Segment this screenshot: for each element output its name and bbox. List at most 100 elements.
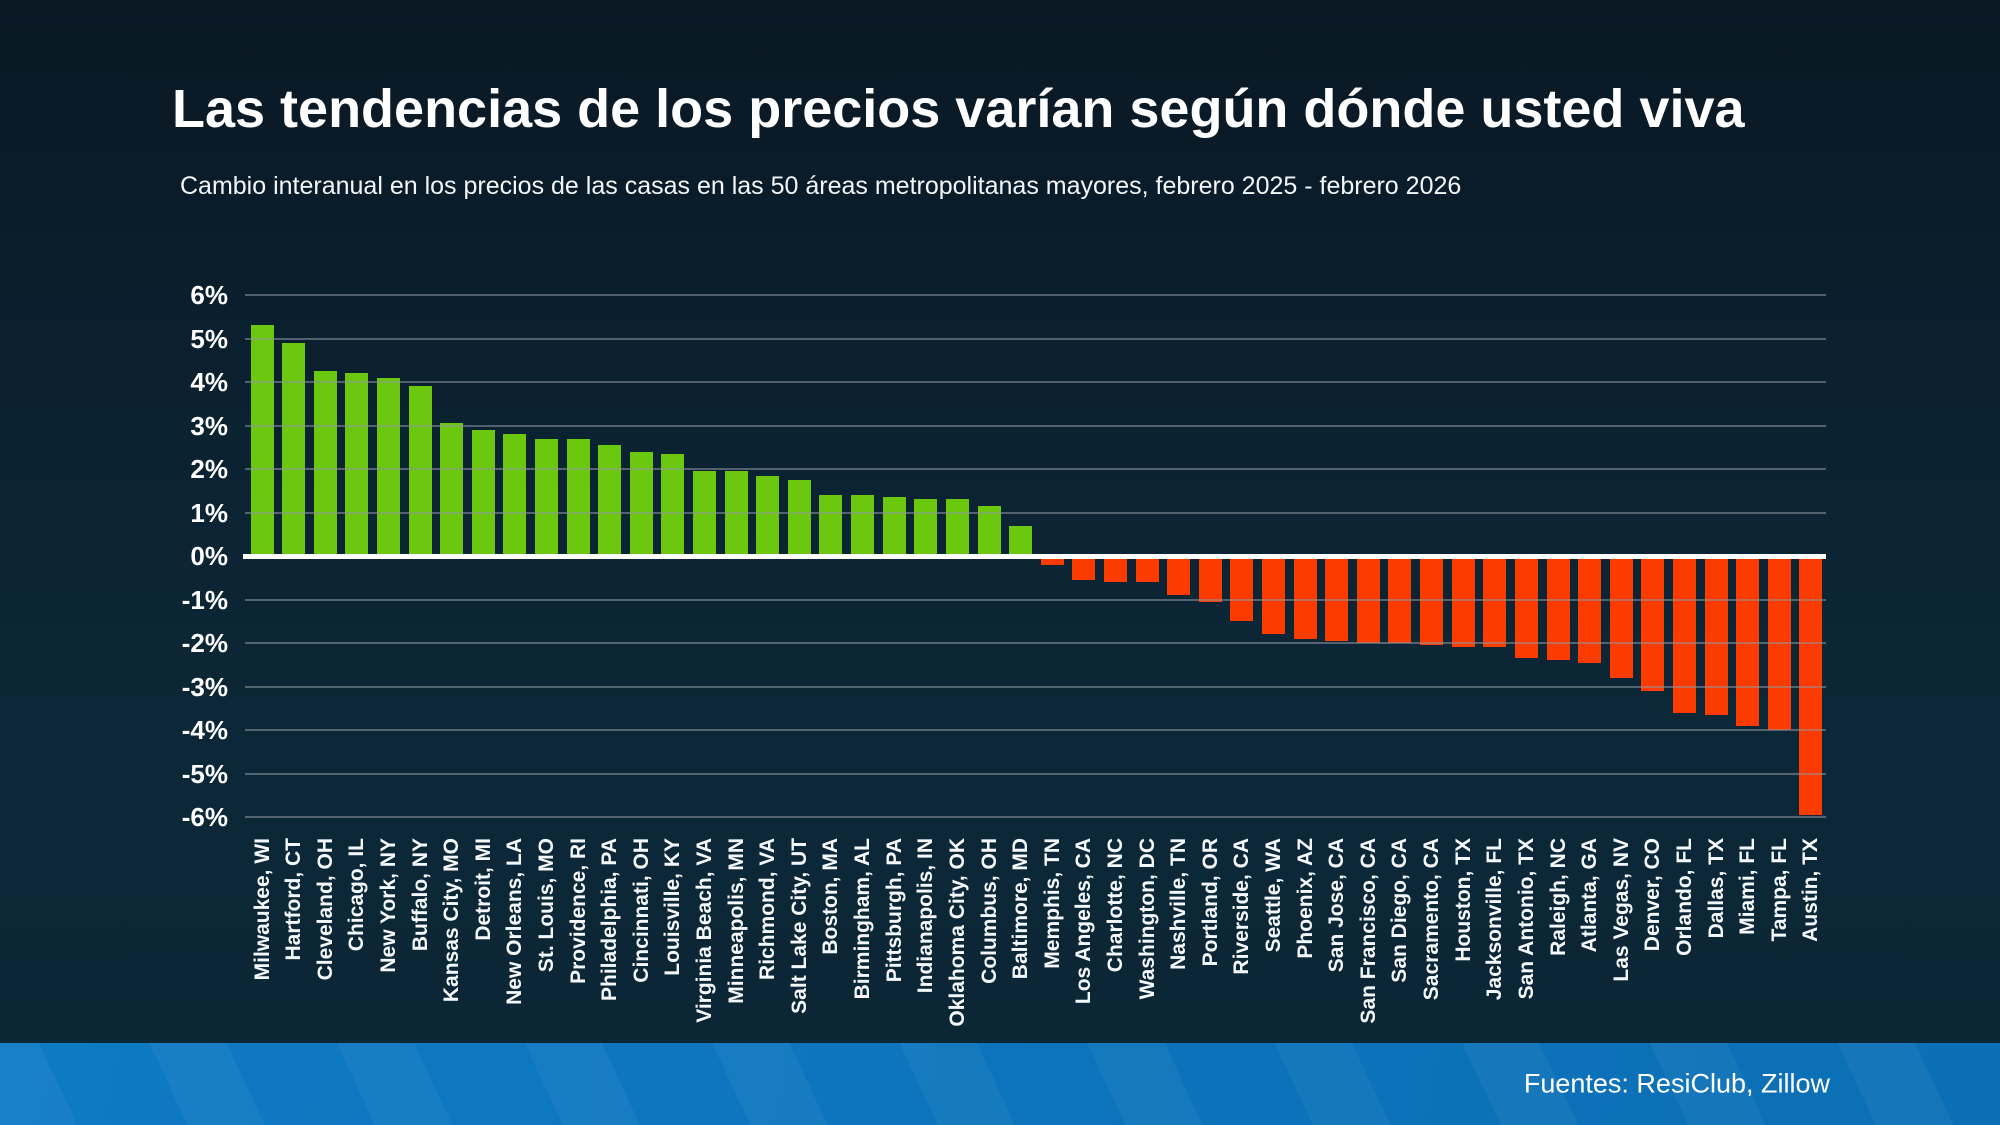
x-axis-category-label: San Francisco, CA	[1356, 838, 1380, 1024]
bar-chart-plot-area	[243, 294, 1826, 818]
bar	[1230, 556, 1254, 622]
y-axis-tick-label: 0%	[190, 541, 228, 571]
bar	[1578, 556, 1602, 663]
x-axis-category-label: Salt Lake City, UT	[787, 838, 811, 1014]
x-axis-category-label: Denver, CO	[1641, 838, 1665, 952]
bar	[1767, 556, 1791, 730]
footer-band: Fuentes: ResiClub, Zillow	[0, 1043, 2000, 1125]
x-axis-category-label: Portland, OR	[1198, 838, 1222, 967]
bar	[1672, 556, 1696, 713]
bar	[756, 475, 780, 556]
x-axis-category-label: New York, NY	[376, 838, 400, 973]
bar	[1609, 556, 1633, 678]
x-axis-category-label: Oklahoma City, OK	[945, 838, 969, 1027]
x-axis-category-label: Richmond, VA	[756, 838, 780, 980]
x-axis-category-label: Memphis, TN	[1040, 838, 1064, 969]
bar	[250, 325, 274, 556]
x-axis-category-label: Cleveland, OH	[313, 838, 337, 981]
bar	[1072, 556, 1096, 580]
x-axis-category-label: Raleigh, NC	[1546, 838, 1570, 956]
x-axis-category-label: San Jose, CA	[1325, 838, 1349, 973]
x-axis-category-label: New Orleans, LA	[503, 838, 527, 1005]
x-axis-category-label: Buffalo, NY	[408, 838, 432, 952]
bar	[376, 377, 400, 556]
bar	[282, 342, 306, 556]
y-axis-tick-label: -4%	[181, 715, 228, 745]
bar	[1546, 556, 1570, 661]
x-axis-category-label: Los Angeles, CA	[1072, 838, 1096, 1005]
bar	[503, 434, 527, 556]
bar	[977, 505, 1001, 556]
bar	[819, 495, 843, 556]
x-axis-category-label: Houston, TX	[1451, 838, 1475, 962]
bar	[408, 386, 432, 556]
x-axis-category-label: St. Louis, MO	[534, 838, 558, 973]
bar	[534, 438, 558, 556]
y-axis-tick-label: 2%	[190, 454, 228, 484]
bar	[598, 445, 622, 556]
x-axis-category-label: Seattle, WA	[1262, 838, 1286, 953]
zero-axis-line	[243, 554, 1826, 559]
x-axis-category-label: Hartford, CT	[282, 838, 306, 961]
bar	[1388, 556, 1412, 643]
bar	[345, 373, 369, 556]
bar	[1293, 556, 1317, 639]
x-axis-category-label: Cincinnati, OH	[629, 838, 653, 983]
source-attribution: Fuentes: ResiClub, Zillow	[1523, 1068, 1830, 1099]
x-axis-category-label: Phoenix, AZ	[1293, 838, 1317, 959]
bar	[1009, 525, 1033, 556]
x-axis-category-label: Virginia Beach, VA	[693, 838, 717, 1023]
x-axis-category-label: Austin, TX	[1799, 838, 1823, 942]
bar	[1641, 556, 1665, 691]
x-axis-category-label: Las Vegas, NV	[1609, 838, 1633, 982]
bar	[1514, 556, 1538, 659]
bar	[1799, 556, 1823, 815]
x-axis-category-label: Dallas, TX	[1704, 838, 1728, 939]
x-axis-category-label: Charlotte, NC	[1103, 838, 1127, 973]
x-axis-category-label: Providence, RI	[566, 838, 590, 984]
bar	[693, 471, 717, 556]
bar	[914, 499, 938, 556]
x-axis-category-label: Louisville, KY	[661, 838, 685, 976]
y-axis-tick-label: -6%	[181, 802, 228, 832]
bar	[1356, 556, 1380, 643]
bar	[629, 451, 653, 556]
bar	[566, 438, 590, 556]
bar	[1704, 556, 1728, 715]
bar	[1040, 556, 1064, 565]
bar	[1262, 556, 1286, 635]
x-axis-category-label: Philadelphia, PA	[598, 838, 622, 1001]
x-axis-category-label: Baltimore, MD	[1009, 838, 1033, 980]
y-axis-tick-label: 5%	[190, 323, 228, 354]
chart-title: Las tendencias de los precios varían seg…	[172, 79, 1745, 139]
bar	[1103, 556, 1127, 583]
bar	[1420, 556, 1444, 646]
x-axis-category-label: Tampa, FL	[1767, 838, 1791, 942]
x-axis-category-label: Milwaukee, WI	[250, 838, 274, 981]
x-axis-category-label: Riverside, CA	[1230, 838, 1254, 975]
y-axis-tick-label: 4%	[190, 367, 228, 397]
bar	[1167, 556, 1191, 596]
chart-subtitle: Cambio interanual en los precios de las …	[180, 172, 1462, 200]
x-axis-category-label: Washington, DC	[1135, 838, 1159, 1000]
x-axis-category-label: Kansas City, MO	[440, 838, 464, 1003]
x-axis-category-label: Indianapolis, IN	[914, 838, 938, 994]
bar	[1736, 556, 1760, 726]
bar	[1483, 556, 1507, 648]
x-axis-category-label: Columbus, OH	[977, 838, 1001, 984]
x-axis-category-label: Detroit, MI	[471, 838, 495, 941]
y-axis-tick-label: -2%	[181, 628, 228, 658]
bar	[313, 371, 337, 556]
bars-layer	[245, 295, 1826, 817]
y-axis-tick-label: -3%	[181, 671, 228, 702]
x-axis-category-label: Jacksonville, FL	[1483, 838, 1507, 1001]
bar	[724, 471, 748, 556]
bar	[1451, 556, 1475, 648]
y-axis-tick-label: -5%	[181, 758, 228, 789]
bar	[661, 453, 685, 556]
bar	[440, 423, 464, 556]
x-axis-category-label: Birmingham, AL	[851, 838, 875, 1000]
x-axis-category-label: San Diego, CA	[1388, 838, 1412, 983]
x-axis-category-label: Nashville, TN	[1167, 838, 1191, 970]
